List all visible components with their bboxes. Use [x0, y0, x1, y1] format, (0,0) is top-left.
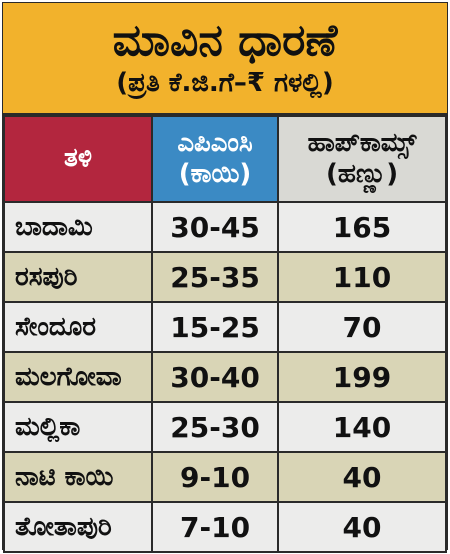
column-header-sublabel: (ಹಣ್ಣು): [325, 159, 399, 189]
price-table: ತಳಿ ಎಪಿಎಂಸಿ (ಕಾಯಿ) ಹಾಪ್‌ಕಾಮ್ಸ್ (ಹಣ್ಣು) ಬ…: [2, 115, 447, 553]
apmc-price-cell: 30-40: [151, 351, 280, 403]
table-row: ಮಲ್ಲಿಕಾ 25-30 140: [2, 401, 447, 453]
hopcoms-price-cell: 165: [277, 201, 447, 253]
column-header-sublabel: (ಕಾಯಿ): [178, 159, 252, 189]
column-header-apmc: ಎಪಿಎಂಸಿ (ಕಾಯಿ): [151, 115, 280, 203]
page-subtitle: (ಪ್ರತಿ ಕೆ.ಜಿ.ಗೆ–₹ ಗಳಲ್ಲಿ): [116, 67, 334, 98]
table-header-row: ತಳಿ ಎಪಿಎಂಸಿ (ಕಾಯಿ) ಹಾಪ್‌ಕಾಮ್ಸ್ (ಹಣ್ಣು): [2, 115, 447, 203]
variety-cell: ತೋತಾಪುರಿ: [2, 501, 154, 553]
table-row: ತೋತಾಪುರಿ 7-10 40: [2, 501, 447, 553]
table-row: ಬಾದಾಮಿ 30-45 165: [2, 201, 447, 253]
apmc-price-cell: 15-25: [151, 301, 280, 353]
hopcoms-price-cell: 110: [277, 251, 447, 303]
hopcoms-price-cell: 70: [277, 301, 447, 353]
column-header-label: ಹಾಪ್‌ಕಾಮ್ಸ್: [307, 127, 417, 158]
apmc-price-cell: 25-35: [151, 251, 280, 303]
variety-cell: ಸೇಂದೂರ: [2, 301, 154, 353]
variety-cell: ನಾಟಿ ಕಾಯಿ: [2, 451, 154, 503]
variety-cell: ಬಾದಾಮಿ: [2, 201, 154, 253]
apmc-price-cell: 9-10: [151, 451, 280, 503]
apmc-price-cell: 25-30: [151, 401, 280, 453]
apmc-price-cell: 30-45: [151, 201, 280, 253]
variety-cell: ಮಲಗೋವಾ: [2, 351, 154, 403]
variety-cell: ರಸಪುರಿ: [2, 251, 154, 303]
page-title: ಮಾವಿನ ಧಾರಣೆ: [112, 15, 338, 67]
column-header-variety: ತಳಿ: [2, 115, 154, 203]
column-header-label: ತಳಿ: [64, 143, 92, 174]
column-header-hopcoms: ಹಾಪ್‌ಕಾಮ್ಸ್ (ಹಣ್ಣು): [277, 115, 447, 203]
hopcoms-price-cell: 140: [277, 401, 447, 453]
apmc-price-cell: 7-10: [151, 501, 280, 553]
variety-cell: ಮಲ್ಲಿಕಾ: [2, 401, 154, 453]
column-header-label: ಎಪಿಎಂಸಿ: [177, 127, 253, 158]
table-row: ನಾಟಿ ಕಾಯಿ 9-10 40: [2, 451, 447, 503]
hopcoms-price-cell: 40: [277, 501, 447, 553]
hopcoms-price-cell: 40: [277, 451, 447, 503]
hopcoms-price-cell: 199: [277, 351, 447, 403]
table-row: ರಸಪುರಿ 25-35 110: [2, 251, 447, 303]
table-row: ಮಲಗೋವಾ 30-40 199: [2, 351, 447, 403]
table-row: ಸೇಂದೂರ 15-25 70: [2, 301, 447, 353]
header-banner: ಮಾವಿನ ಧಾರಣೆ (ಪ್ರತಿ ಕೆ.ಜಿ.ಗೆ–₹ ಗಳಲ್ಲಿ): [3, 3, 447, 115]
